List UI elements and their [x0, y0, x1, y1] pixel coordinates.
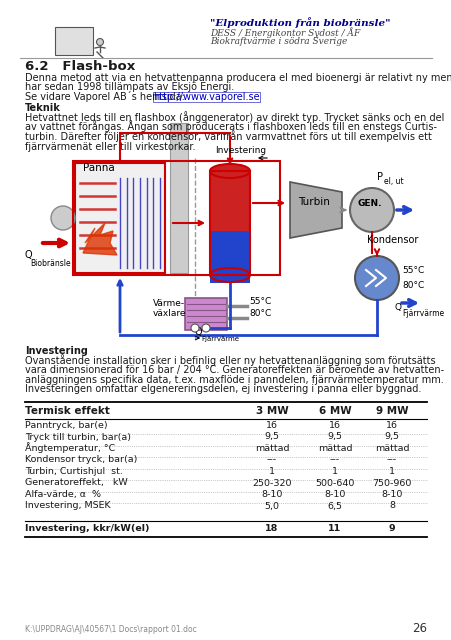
- Text: fjärrvärmenät eller till virkestorkar.: fjärrvärmenät eller till virkestorkar.: [25, 141, 195, 152]
- Text: växlare: växlare: [152, 309, 186, 318]
- Text: http://www.vaporel.se: http://www.vaporel.se: [153, 92, 259, 102]
- Text: 9,5: 9,5: [264, 433, 279, 442]
- Text: Fjärrvärme: Fjärrvärme: [401, 309, 443, 318]
- Text: Termisk effekt: Termisk effekt: [25, 406, 110, 416]
- Text: P: P: [376, 172, 382, 182]
- Text: 80°C: 80°C: [401, 281, 423, 290]
- Text: 250-320: 250-320: [252, 479, 291, 488]
- Bar: [75, 163, 165, 273]
- Text: av vattnet förångas. Ångan som producerats i flashboxen leds till en enstegs Cur: av vattnet förångas. Ångan som producera…: [25, 120, 436, 132]
- Text: har sedan 1998 tillämpats av Eksjö Energi.: har sedan 1998 tillämpats av Eksjö Energ…: [25, 83, 234, 93]
- Text: Denna metod att via en hetvattenpanna producera el med bioenergi är relativt ny : Denna metod att via en hetvattenpanna pr…: [25, 73, 451, 83]
- Circle shape: [96, 38, 103, 45]
- Text: 16: 16: [328, 421, 340, 430]
- Text: Q: Q: [394, 303, 401, 312]
- Text: Alfa-värde, α  %: Alfa-värde, α %: [25, 490, 101, 499]
- Text: Investering, kkr/kW(el): Investering, kkr/kW(el): [25, 524, 149, 533]
- Text: 8: 8: [388, 502, 394, 511]
- Circle shape: [354, 256, 398, 300]
- Text: mättad: mättad: [254, 444, 289, 453]
- Text: 1: 1: [268, 467, 274, 476]
- Circle shape: [202, 324, 210, 332]
- Text: Hetvattnet leds till en flashbox (ånggenerator) av direkt typ. Trycket sänks och: Hetvattnet leds till en flashbox (ånggen…: [25, 111, 443, 123]
- Text: el, ut: el, ut: [383, 177, 403, 186]
- Bar: [55, 27, 93, 55]
- Text: 8-10: 8-10: [261, 490, 282, 499]
- Bar: [170, 123, 188, 273]
- Bar: [184, 298, 226, 330]
- Text: 55°C: 55°C: [401, 266, 423, 275]
- Bar: [210, 171, 249, 275]
- Polygon shape: [290, 182, 341, 238]
- Text: Teknik: Teknik: [25, 103, 61, 113]
- Text: vara dimensionerad för 16 bar / 204 °C. Generatoreffekten är beroende av hetvatt: vara dimensionerad för 16 bar / 204 °C. …: [25, 365, 443, 376]
- Text: Fjärrvärme: Fjärrvärme: [201, 336, 239, 342]
- Text: Investering: Investering: [25, 346, 87, 356]
- Text: K:\UPPDRAG\AJ\40567\1 Docs\rapport 01.doc: K:\UPPDRAG\AJ\40567\1 Docs\rapport 01.do…: [25, 625, 196, 634]
- Text: Panntryck, bar(e): Panntryck, bar(e): [25, 421, 107, 430]
- Text: 8-10: 8-10: [381, 490, 402, 499]
- Bar: [210, 231, 249, 283]
- Bar: [210, 171, 249, 275]
- Text: Se vidare Vaporel AB´s hemsida:: Se vidare Vaporel AB´s hemsida:: [25, 91, 191, 102]
- Circle shape: [51, 206, 75, 230]
- Text: 1: 1: [388, 467, 394, 476]
- Text: Kondensor: Kondensor: [366, 235, 418, 245]
- Text: 9,5: 9,5: [384, 433, 399, 442]
- Text: Kondensor tryck, bar(a): Kondensor tryck, bar(a): [25, 456, 137, 465]
- Text: anläggningens specifika data, t.ex. maxflöde i panndelen, fjärrvärmetemperatur m: anläggningens specifika data, t.ex. maxf…: [25, 375, 443, 385]
- Text: ---: ---: [329, 456, 339, 465]
- Text: ---: ---: [267, 456, 276, 465]
- Text: Värme-: Värme-: [152, 299, 185, 308]
- Polygon shape: [83, 223, 117, 255]
- Text: "Elproduktion från biobränsle": "Elproduktion från biobränsle": [210, 17, 390, 28]
- Text: ---: ---: [386, 456, 396, 465]
- Text: 750-960: 750-960: [372, 479, 411, 488]
- Text: Turbin: Turbin: [297, 197, 329, 207]
- Text: 6 MW: 6 MW: [318, 406, 350, 416]
- Text: Investering: Investering: [215, 146, 266, 155]
- Text: Investeringen omfattar elgenereringsdelen, ej investering i panna eller byggnad.: Investeringen omfattar elgenereringsdele…: [25, 385, 420, 394]
- Bar: [73, 161, 279, 275]
- Text: mättad: mättad: [317, 444, 351, 453]
- Text: Biokraftvärme i södra Sverige: Biokraftvärme i södra Sverige: [210, 37, 347, 46]
- Text: Ångtemperatur, °C: Ångtemperatur, °C: [25, 442, 115, 453]
- Text: 16: 16: [265, 421, 277, 430]
- Text: 6.2   Flash-box: 6.2 Flash-box: [25, 60, 135, 73]
- Text: Tryck till turbin, bar(a): Tryck till turbin, bar(a): [25, 433, 131, 442]
- Text: 1: 1: [331, 467, 337, 476]
- Text: 9,5: 9,5: [327, 433, 342, 442]
- Text: 11: 11: [327, 524, 341, 533]
- Text: Generatoreffekt,   kW: Generatoreffekt, kW: [25, 479, 128, 488]
- Text: DESS / Energikontor Sydost / ÅF: DESS / Energikontor Sydost / ÅF: [210, 28, 359, 38]
- Text: Panna: Panna: [83, 163, 115, 173]
- Text: 9 MW: 9 MW: [375, 406, 407, 416]
- Text: Q: Q: [194, 327, 202, 337]
- Text: 80°C: 80°C: [249, 309, 271, 318]
- Text: turbin. Därefter följer en kondensor, varifrån varmvattnet förs ut till exempelv: turbin. Därefter följer en kondensor, va…: [25, 130, 431, 142]
- Text: 6,5: 6,5: [327, 502, 342, 511]
- Text: Biobränsle: Biobränsle: [30, 259, 70, 268]
- Text: 26: 26: [411, 622, 426, 635]
- Text: 500-640: 500-640: [315, 479, 354, 488]
- Text: Turbin, Curtishjul  st.: Turbin, Curtishjul st.: [25, 467, 123, 476]
- Ellipse shape: [210, 164, 249, 178]
- Text: GEN.: GEN.: [357, 199, 382, 208]
- Text: 55°C: 55°C: [249, 297, 271, 306]
- Text: 18: 18: [265, 524, 278, 533]
- Text: Ovanstående installation sker i befinlig eller ny hetvattenanläggning som föruts: Ovanstående installation sker i befinlig…: [25, 354, 435, 366]
- Text: Q: Q: [25, 250, 32, 260]
- Text: 8-10: 8-10: [324, 490, 345, 499]
- Text: Investering, MSEK: Investering, MSEK: [25, 502, 110, 511]
- Circle shape: [191, 324, 198, 332]
- Text: 16: 16: [385, 421, 397, 430]
- Text: 3 MW: 3 MW: [255, 406, 288, 416]
- Ellipse shape: [210, 268, 249, 282]
- Circle shape: [349, 188, 393, 232]
- Text: mättad: mättad: [374, 444, 408, 453]
- Text: 9: 9: [388, 524, 395, 533]
- Text: 5,0: 5,0: [264, 502, 279, 511]
